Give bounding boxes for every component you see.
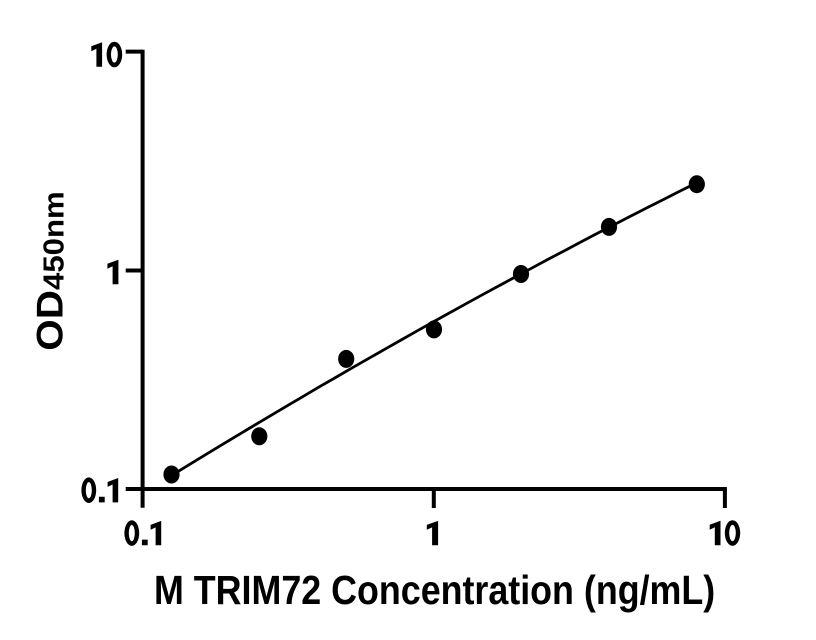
svg-text:M TRIM72 Concentration (ng/mL): M TRIM72 Concentration (ng/mL) — [154, 568, 715, 613]
